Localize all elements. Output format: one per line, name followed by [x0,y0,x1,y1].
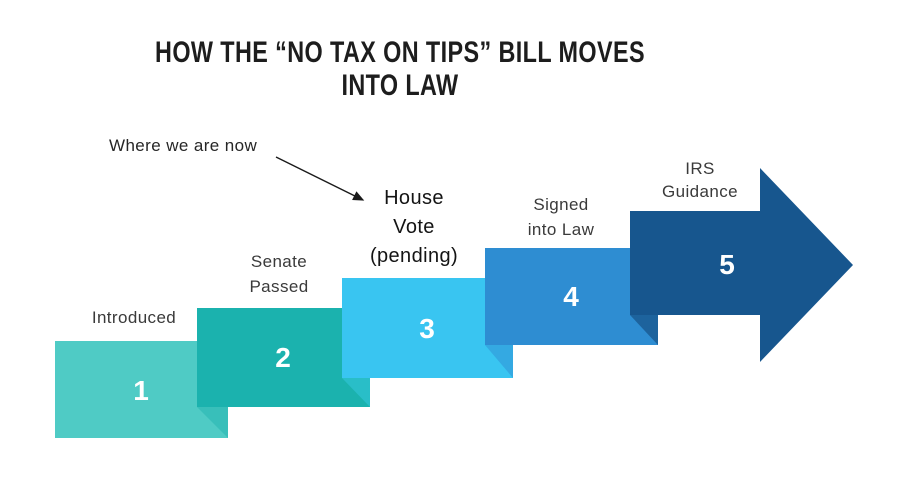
step-1-label: Introduced [91,308,177,327]
step-5-shadow-triangle [630,315,658,345]
annotation-arrow [275,156,365,201]
step-4-block [485,248,658,345]
step-3-block [342,278,513,378]
step-5-arrow-block [630,168,853,362]
step-5-label: IRS Guidance [662,159,738,201]
step-5-number: 5 [719,249,735,280]
step-4-label: Signed into Law [527,195,595,239]
step-3-number: 3 [419,313,435,344]
annotation-where-we-are-now: Where we are now [109,136,258,155]
step-2-block [197,308,370,407]
step-2-number: 2 [275,342,291,373]
step-3-label: House Vote (pending) [369,187,459,267]
step-3-shadow-triangle [342,378,370,407]
step-1-block [55,341,228,438]
step-2-label: Senate Passed [249,252,309,296]
step-1-number: 1 [133,375,149,406]
step-4-shadow-triangle [485,345,513,378]
step-4-number: 4 [563,281,579,312]
step-2-shadow-triangle [197,407,228,438]
page-title: HOW THE “NO TAX ON TIPS” BILL MOVES INTO… [155,36,645,102]
